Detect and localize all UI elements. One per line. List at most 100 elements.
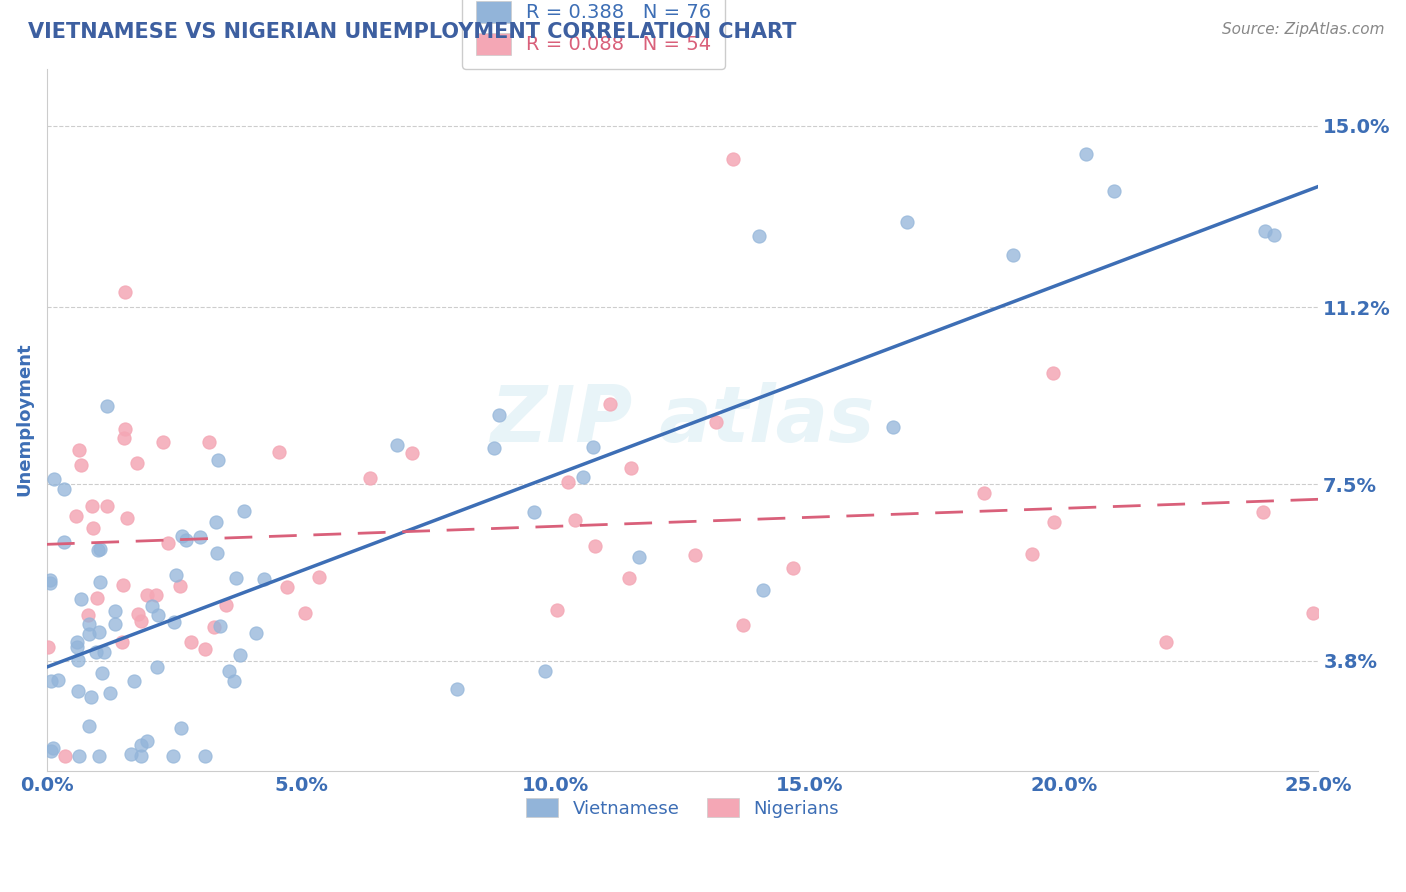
Point — [80, 499, 103, 513]
Point — [723, 153, 745, 167]
Point — [131, 738, 153, 752]
Point — [104, 617, 127, 632]
Point — [79, 627, 101, 641]
Point — [111, 578, 134, 592]
Point — [148, 607, 170, 622]
Point — [87, 749, 110, 764]
Point — [215, 598, 238, 612]
Point — [42, 473, 65, 487]
Point — [752, 582, 775, 597]
Point — [170, 528, 193, 542]
Point — [37, 640, 59, 654]
Point — [628, 549, 651, 564]
Point — [194, 749, 217, 764]
Point — [114, 285, 136, 299]
Point — [87, 542, 110, 557]
Point — [46, 673, 69, 687]
Point — [619, 572, 641, 586]
Point — [65, 508, 87, 523]
Point — [67, 442, 90, 457]
Point — [194, 642, 217, 657]
Point — [207, 546, 229, 560]
Point — [39, 575, 62, 590]
Point — [127, 607, 149, 621]
Point — [135, 734, 157, 748]
Point — [1251, 505, 1274, 519]
Point — [269, 445, 291, 459]
Point — [564, 513, 586, 527]
Point — [52, 482, 75, 496]
Point — [163, 615, 186, 630]
Point — [145, 660, 167, 674]
Point — [111, 635, 134, 649]
Point — [87, 625, 110, 640]
Point — [180, 635, 202, 649]
Point — [748, 228, 770, 243]
Point — [896, 214, 918, 228]
Point — [557, 475, 579, 489]
Point — [66, 640, 89, 654]
Point — [1154, 634, 1177, 648]
Point — [82, 521, 104, 535]
Point — [1254, 224, 1277, 238]
Point — [973, 485, 995, 500]
Point — [39, 744, 62, 758]
Point — [131, 749, 153, 764]
Point — [152, 434, 174, 449]
Point — [39, 673, 62, 688]
Point — [145, 588, 167, 602]
Point — [114, 422, 136, 436]
Point — [76, 608, 98, 623]
Point — [84, 645, 107, 659]
Point — [70, 458, 93, 473]
Point — [523, 505, 546, 519]
Point — [122, 674, 145, 689]
Point — [218, 665, 240, 679]
Text: Source: ZipAtlas.com: Source: ZipAtlas.com — [1222, 22, 1385, 37]
Point — [233, 504, 256, 518]
Point — [115, 511, 138, 525]
Point — [683, 549, 706, 563]
Point — [229, 648, 252, 662]
Point — [53, 749, 76, 764]
Point — [188, 530, 211, 544]
Point — [93, 645, 115, 659]
Point — [205, 516, 228, 530]
Text: ZIP atlas: ZIP atlas — [491, 382, 875, 458]
Point — [120, 747, 142, 761]
Point — [112, 431, 135, 445]
Point — [80, 690, 103, 705]
Point — [70, 591, 93, 606]
Point — [53, 535, 76, 549]
Point — [77, 616, 100, 631]
Point — [1076, 147, 1098, 161]
Point — [782, 561, 804, 575]
Point — [67, 749, 90, 764]
Point — [1263, 227, 1285, 242]
Point — [308, 570, 330, 584]
Point — [162, 749, 184, 764]
Point — [38, 573, 60, 587]
Text: VIETNAMESE VS NIGERIAN UNEMPLOYMENT CORRELATION CHART: VIETNAMESE VS NIGERIAN UNEMPLOYMENT CORR… — [28, 22, 796, 42]
Point — [359, 471, 381, 485]
Point — [488, 408, 510, 422]
Point — [98, 686, 121, 700]
Point — [170, 721, 193, 735]
Point — [599, 397, 621, 411]
Point — [706, 415, 728, 429]
Point — [86, 591, 108, 605]
Point — [89, 541, 111, 556]
Point — [169, 579, 191, 593]
Point — [546, 603, 568, 617]
Point — [202, 620, 225, 634]
Point — [104, 604, 127, 618]
Point — [276, 580, 298, 594]
Point — [1021, 547, 1043, 561]
Point — [156, 536, 179, 550]
Point — [731, 618, 754, 632]
Point — [446, 681, 468, 696]
Point — [385, 438, 408, 452]
Point — [572, 469, 595, 483]
Point — [208, 619, 231, 633]
Legend: Vietnamese, Nigerians: Vietnamese, Nigerians — [519, 791, 846, 825]
